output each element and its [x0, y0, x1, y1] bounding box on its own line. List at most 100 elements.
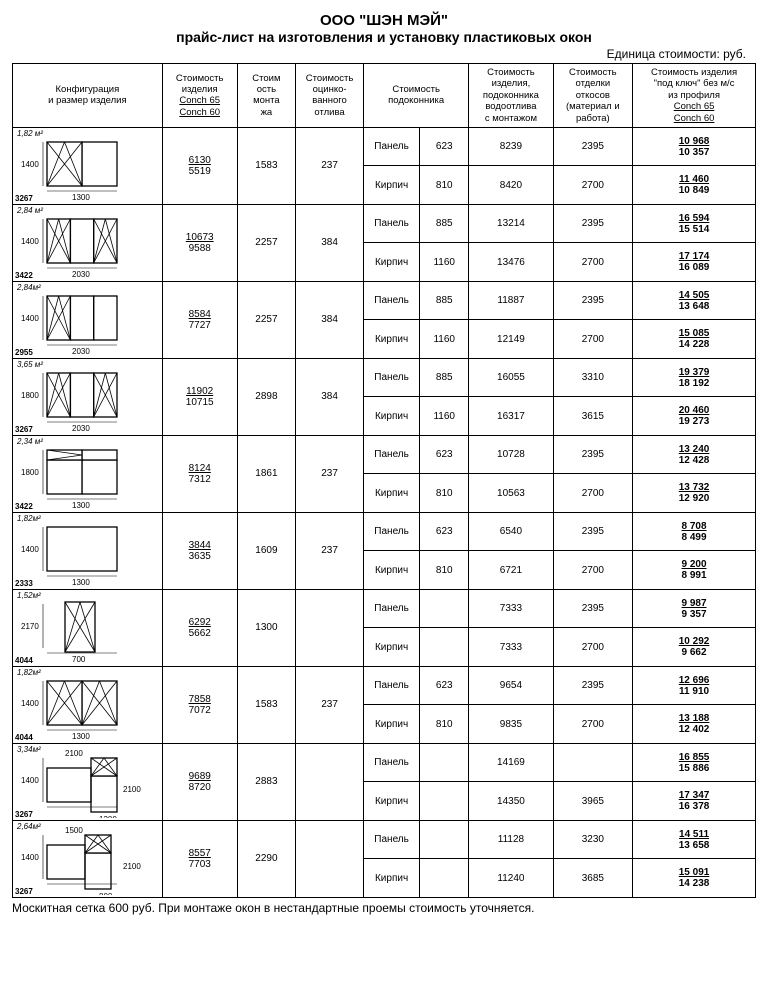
final-cell: 15 08514 228 [633, 320, 756, 359]
final-cell: 9 9879 357 [633, 589, 756, 628]
final-cell: 17 34716 378 [633, 782, 756, 821]
full-cell: 14350 [469, 782, 553, 821]
final-cell: 15 09114 238 [633, 859, 756, 898]
final-cell: 20 46019 273 [633, 397, 756, 436]
svg-text:1400: 1400 [21, 699, 39, 708]
svg-text:1400: 1400 [21, 314, 39, 323]
final-cell: 14 50513 648 [633, 281, 756, 320]
sill-val: 810 [420, 166, 469, 205]
sill-type: Кирпич [364, 397, 420, 436]
sill-val: 623 [420, 435, 469, 474]
otk-cell: 2700 [553, 243, 633, 282]
sill-val: 1160 [420, 243, 469, 282]
full-cell: 11128 [469, 820, 553, 859]
otk-cell: 2700 [553, 320, 633, 359]
sill-type: Кирпич [364, 628, 420, 667]
full-cell: 16055 [469, 358, 553, 397]
col-otk: Стоимость отделки откосов (материал и ра… [553, 64, 633, 128]
full-cell: 10563 [469, 474, 553, 513]
mont-cell: 1861 [237, 435, 296, 512]
final-cell: 10 96810 357 [633, 127, 756, 166]
subtitle: прайс-лист на изготовления и установку п… [12, 29, 756, 45]
cost-cell: 61305519 [162, 127, 237, 204]
svg-text:1800: 1800 [21, 391, 39, 400]
svg-text:1400: 1400 [21, 776, 39, 785]
mont-cell: 2290 [237, 820, 296, 897]
mont-cell: 2898 [237, 358, 296, 435]
footer-note: Москитная сетка 600 руб. При монтаже око… [12, 901, 756, 915]
otliv-cell: 384 [296, 204, 364, 281]
cost-cell: 106739588 [162, 204, 237, 281]
svg-text:2030: 2030 [72, 270, 90, 279]
mont-cell: 1609 [237, 512, 296, 589]
cost-cell: 85847727 [162, 281, 237, 358]
config-cell: 1,82 м² 1400 1300 3267 [13, 127, 163, 204]
otliv-cell: 237 [296, 127, 364, 204]
sill-val: 1160 [420, 397, 469, 436]
svg-text:1800: 1800 [21, 468, 39, 477]
cost-cell: 81247312 [162, 435, 237, 512]
full-cell: 11887 [469, 281, 553, 320]
full-cell: 9835 [469, 705, 553, 744]
otk-cell: 2395 [553, 281, 633, 320]
sill-type: Панель [364, 589, 420, 628]
full-cell: 14169 [469, 743, 553, 782]
final-cell: 13 18812 402 [633, 705, 756, 744]
full-cell: 9654 [469, 666, 553, 705]
sill-type: Панель [364, 204, 420, 243]
svg-text:1400: 1400 [21, 160, 39, 169]
final-cell: 12 69611 910 [633, 666, 756, 705]
sill-type: Кирпич [364, 551, 420, 590]
config-cell: 1,82м² 1400 1300 4044 [13, 666, 163, 743]
mont-cell: 1583 [237, 127, 296, 204]
col-config: Конфигурация и размер изделия [13, 64, 163, 128]
otk-cell: 2700 [553, 705, 633, 744]
otliv-cell [296, 820, 364, 897]
sill-type: Панель [364, 666, 420, 705]
mont-cell: 2257 [237, 281, 296, 358]
otk-cell: 3965 [553, 782, 633, 821]
otliv-cell: 237 [296, 435, 364, 512]
final-cell: 16 59415 514 [633, 204, 756, 243]
svg-text:2100: 2100 [123, 785, 141, 794]
final-cell: 13 73212 920 [633, 474, 756, 513]
sill-val: 885 [420, 358, 469, 397]
config-cell: 2,84м² 1400 2030 2955 [13, 281, 163, 358]
otk-cell: 2700 [553, 628, 633, 667]
sill-type: Панель [364, 358, 420, 397]
otk-cell: 3230 [553, 820, 633, 859]
final-cell: 10 2929 662 [633, 628, 756, 667]
otk-cell: 3310 [553, 358, 633, 397]
sill-type: Кирпич [364, 705, 420, 744]
sill-val [420, 859, 469, 898]
svg-text:1300: 1300 [99, 815, 117, 818]
full-cell: 6721 [469, 551, 553, 590]
otk-cell: 3685 [553, 859, 633, 898]
final-cell: 8 7088 499 [633, 512, 756, 551]
sill-val: 810 [420, 705, 469, 744]
sill-type: Панель [364, 820, 420, 859]
otliv-cell: 384 [296, 358, 364, 435]
sill-type: Панель [364, 743, 420, 782]
full-cell: 13214 [469, 204, 553, 243]
col-final: Стоимость изделия "под ключ" без м/с из … [633, 64, 756, 128]
col-otliv: Стоимость оцинко- ванного отлива [296, 64, 364, 128]
svg-text:2030: 2030 [72, 347, 90, 356]
svg-text:2100: 2100 [65, 749, 83, 758]
mont-cell: 2257 [237, 204, 296, 281]
svg-text:2100: 2100 [123, 862, 141, 871]
sill-val [420, 782, 469, 821]
otliv-cell: 384 [296, 281, 364, 358]
otk-cell: 2700 [553, 166, 633, 205]
config-cell: 2,64м² 1400 15008002100 3267 [13, 820, 163, 897]
sill-val [420, 820, 469, 859]
full-cell: 7333 [469, 628, 553, 667]
col-cost: Стоимость изделия Conch 65 Conch 60 [162, 64, 237, 128]
full-cell: 8239 [469, 127, 553, 166]
svg-text:1300: 1300 [72, 501, 90, 510]
sill-val: 810 [420, 551, 469, 590]
svg-text:1300: 1300 [72, 193, 90, 202]
sill-type: Панель [364, 127, 420, 166]
sill-type: Панель [364, 281, 420, 320]
sill-val: 623 [420, 512, 469, 551]
